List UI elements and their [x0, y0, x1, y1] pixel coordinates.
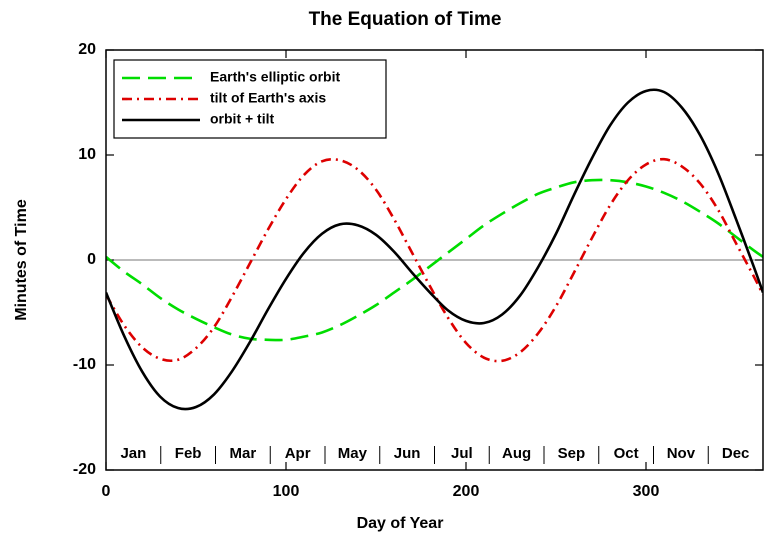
y-tick-label: 20	[78, 41, 96, 58]
month-label: Mar	[230, 445, 257, 462]
month-label: May	[338, 445, 368, 462]
month-label: Jan	[120, 445, 146, 462]
legend-label: tilt of Earth's axis	[210, 90, 326, 106]
month-label: Feb	[175, 445, 202, 462]
x-tick-label: 0	[102, 483, 111, 500]
month-label: Apr	[285, 445, 311, 462]
x-tick-label: 100	[273, 483, 300, 500]
month-label: Sep	[558, 445, 586, 462]
month-label: Nov	[667, 445, 696, 462]
y-tick-label: -20	[73, 461, 96, 478]
x-axis-label: Day of Year	[357, 515, 444, 532]
chart-title: The Equation of Time	[309, 9, 502, 30]
month-label: Oct	[614, 445, 639, 462]
series-line	[106, 157, 763, 363]
y-axis-label: Minutes of Time	[13, 199, 30, 321]
month-label: Jul	[451, 445, 473, 462]
y-tick-label: 0	[87, 251, 96, 268]
plot-frame	[105, 49, 764, 471]
x-tick-label: 200	[453, 483, 480, 500]
y-tick-label: -10	[73, 356, 96, 373]
series-line	[106, 88, 763, 411]
month-label: Jun	[394, 445, 421, 462]
x-tick-label: 300	[633, 483, 660, 500]
month-label: Aug	[502, 445, 531, 462]
month-label: Dec	[722, 445, 750, 462]
series-line	[106, 178, 763, 342]
legend-label: orbit + tilt	[210, 111, 275, 127]
legend-label: Earth's elliptic orbit	[210, 69, 340, 85]
y-tick-label: 10	[78, 146, 96, 163]
